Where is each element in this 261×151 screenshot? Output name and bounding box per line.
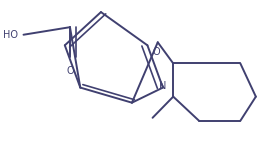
Text: N: N xyxy=(159,81,167,91)
Text: O: O xyxy=(153,47,160,57)
Text: HO: HO xyxy=(3,30,18,40)
Text: O: O xyxy=(66,66,74,76)
